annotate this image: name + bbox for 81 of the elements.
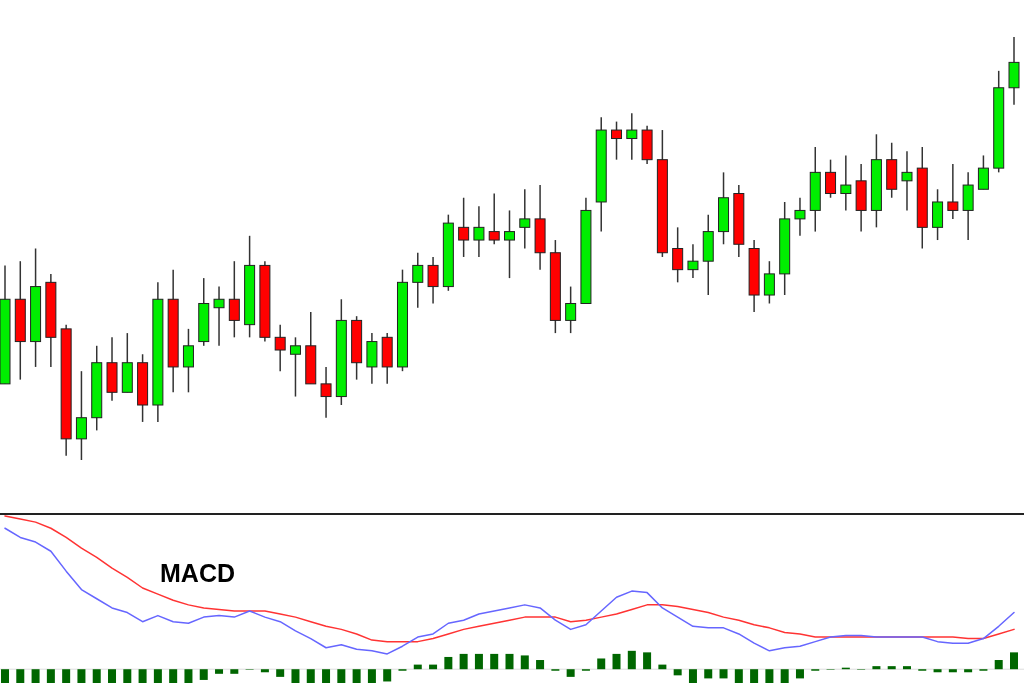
bar <box>612 653 621 670</box>
bar <box>276 669 285 677</box>
bar <box>597 658 606 670</box>
candlestick <box>901 150 913 212</box>
candlestick <box>75 370 87 461</box>
bar <box>169 669 178 683</box>
bar <box>887 666 896 670</box>
bar <box>933 669 942 673</box>
text: MACD <box>160 559 235 587</box>
candlestick <box>687 243 699 279</box>
bar <box>902 666 911 670</box>
bar <box>62 669 71 683</box>
bar <box>291 669 300 683</box>
bar <box>872 666 881 670</box>
bar <box>215 669 224 674</box>
bar <box>92 669 101 683</box>
candlestick <box>626 112 638 161</box>
candlestick <box>519 188 531 250</box>
candlestick <box>947 163 959 220</box>
bar <box>31 669 40 683</box>
bar <box>230 669 239 674</box>
candlestick <box>565 285 577 334</box>
candlestick <box>412 251 424 309</box>
candlestick <box>977 154 989 191</box>
bar <box>367 669 376 683</box>
bar <box>688 669 697 683</box>
bar <box>322 669 331 683</box>
bar <box>352 669 361 683</box>
bar <box>734 669 743 683</box>
bar <box>474 653 483 670</box>
bar <box>673 669 682 676</box>
bar <box>459 653 468 670</box>
bar <box>46 669 55 683</box>
candlestick <box>488 192 500 246</box>
bar <box>536 660 545 670</box>
bar <box>780 669 789 683</box>
candlestick <box>672 226 684 284</box>
bar <box>964 669 973 673</box>
bar <box>16 669 25 683</box>
candlestick <box>473 205 485 258</box>
bar <box>337 669 346 683</box>
bar <box>1010 652 1018 670</box>
bar <box>123 669 132 683</box>
bar <box>750 669 759 683</box>
candlestick <box>458 196 470 258</box>
candlestick <box>289 336 301 398</box>
candlestick <box>763 260 775 305</box>
candlestick <box>611 120 623 161</box>
bar <box>566 669 575 677</box>
candlestick <box>825 158 837 199</box>
bar <box>306 669 315 683</box>
candlestick <box>427 256 439 305</box>
bar <box>108 669 117 683</box>
bar <box>199 669 208 680</box>
bar <box>765 669 774 683</box>
bar <box>138 669 147 683</box>
candlestick <box>274 323 286 372</box>
bar <box>444 656 453 670</box>
bar <box>704 669 713 679</box>
bar <box>795 669 804 679</box>
candlestick <box>320 366 332 419</box>
candlestick <box>840 154 852 212</box>
bar <box>77 669 86 683</box>
bar <box>643 652 652 670</box>
bar <box>948 669 957 673</box>
bar <box>505 653 514 670</box>
candlestick <box>794 196 806 237</box>
bar <box>719 669 728 679</box>
bar <box>260 669 269 673</box>
bar <box>627 650 636 670</box>
bar <box>1 669 9 683</box>
bar <box>383 669 392 682</box>
candlestick <box>504 209 515 279</box>
bar <box>520 655 529 670</box>
bar <box>153 669 162 683</box>
candlestick <box>213 285 225 347</box>
candlestick <box>228 260 240 339</box>
bar <box>184 669 193 683</box>
bar <box>490 653 499 670</box>
candlestick <box>182 328 194 394</box>
bar <box>994 660 1003 670</box>
